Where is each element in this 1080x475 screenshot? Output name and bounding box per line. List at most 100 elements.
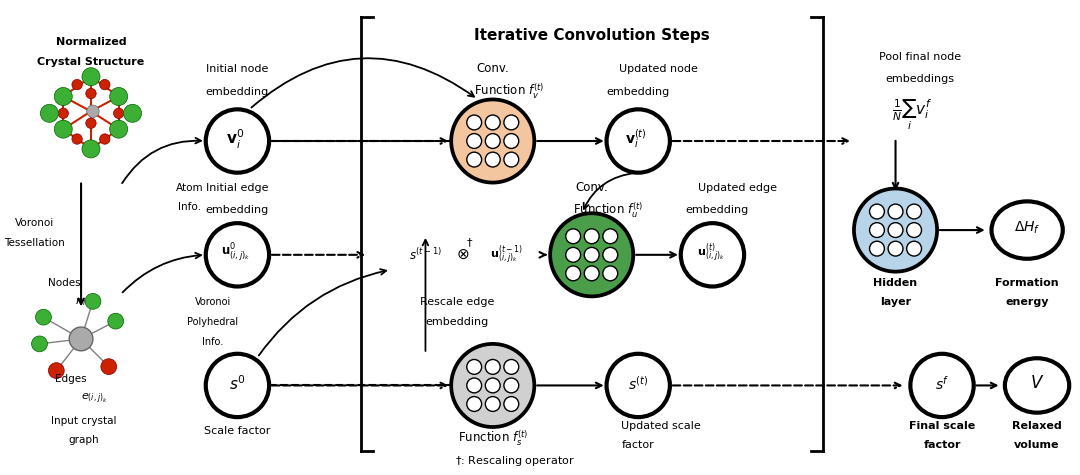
Circle shape [108,313,123,329]
Circle shape [72,134,82,144]
Circle shape [485,397,500,411]
Circle shape [85,118,96,128]
Circle shape [566,247,581,262]
Text: Iterative Convolution Steps: Iterative Convolution Steps [474,28,710,43]
Text: Function $f_v^{(t)}$: Function $f_v^{(t)}$ [474,82,544,101]
Circle shape [467,397,482,411]
Ellipse shape [1004,358,1069,413]
Circle shape [82,67,100,86]
Text: Updated scale: Updated scale [621,421,701,431]
Circle shape [123,104,141,122]
Circle shape [504,397,518,411]
Circle shape [504,115,518,130]
Circle shape [607,109,670,173]
Circle shape [888,223,903,238]
Text: embedding: embedding [206,86,269,96]
Text: graph: graph [69,435,99,445]
Text: $s^f$: $s^f$ [935,374,949,392]
Text: Atom: Atom [176,182,204,192]
Text: layer: layer [880,297,912,307]
Circle shape [854,189,937,272]
Text: embedding: embedding [206,205,269,215]
Circle shape [603,247,618,262]
Text: embedding: embedding [607,86,670,96]
Text: $\mathbf{u}^{(t-1)}_{(i,j)_k}$: $\mathbf{u}^{(t-1)}_{(i,j)_k}$ [490,243,523,266]
Text: $s^0$: $s^0$ [229,374,246,393]
Circle shape [99,134,110,144]
Text: Conv.: Conv. [476,62,509,75]
Circle shape [869,223,885,238]
Circle shape [467,378,482,393]
Circle shape [54,120,72,138]
Circle shape [72,79,82,90]
Text: Relaxed: Relaxed [1012,421,1062,431]
Text: volume: volume [1014,440,1059,450]
Circle shape [504,360,518,374]
Circle shape [31,336,48,352]
Text: Voronoi: Voronoi [15,218,54,228]
Circle shape [467,133,482,148]
Circle shape [99,79,110,90]
Text: Edges: Edges [55,373,87,383]
Text: Nodes: Nodes [48,277,81,287]
Circle shape [69,327,93,351]
Text: Updated edge: Updated edge [698,182,777,192]
Circle shape [100,359,117,375]
Circle shape [58,108,68,118]
Circle shape [907,241,921,256]
Circle shape [584,229,599,244]
Circle shape [85,294,100,309]
Circle shape [467,360,482,374]
Circle shape [467,115,482,130]
Circle shape [485,152,500,167]
Circle shape [910,354,974,417]
Circle shape [607,354,670,417]
Circle shape [485,133,500,148]
Circle shape [85,88,96,99]
Text: Voronoi: Voronoi [194,297,231,307]
Text: $\Delta H_f$: $\Delta H_f$ [1014,220,1040,236]
Ellipse shape [991,201,1063,259]
Text: Pool final node: Pool final node [879,52,961,62]
Text: $\mathbf{u}^{(t)}_{(i,j)_k}$: $\mathbf{u}^{(t)}_{(i,j)_k}$ [697,241,725,265]
Text: $V$: $V$ [1030,374,1044,392]
Text: embedding: embedding [686,205,750,215]
Circle shape [49,363,64,379]
Text: Crystal Structure: Crystal Structure [38,57,145,67]
Circle shape [603,229,618,244]
Text: $\mathbf{v}_i^{(t)}$: $\mathbf{v}_i^{(t)}$ [625,127,647,151]
Circle shape [566,229,581,244]
Text: factor: factor [923,440,961,450]
Circle shape [584,247,599,262]
Circle shape [504,378,518,393]
Text: $n_i$: $n_i$ [76,296,86,308]
Text: $\frac{1}{N}\sum_i v_i^f$: $\frac{1}{N}\sum_i v_i^f$ [892,97,933,132]
Circle shape [110,87,127,105]
Circle shape [54,87,72,105]
Text: Conv.: Conv. [576,181,608,194]
Text: $\dagger$: Rescaling operator: $\dagger$: Rescaling operator [455,454,575,468]
Text: Hidden: Hidden [874,277,918,287]
Text: Polyhedral: Polyhedral [187,317,239,327]
Text: Function $f_s^{(t)}$: Function $f_s^{(t)}$ [458,428,528,447]
Circle shape [40,104,58,122]
Text: embedding: embedding [426,317,489,327]
Circle shape [485,360,500,374]
Circle shape [206,223,269,286]
Text: $\mathbf{v}_i^0$: $\mathbf{v}_i^0$ [227,127,244,151]
Circle shape [86,105,99,117]
Text: Tessellation: Tessellation [4,238,65,248]
Text: Info.: Info. [202,337,224,347]
Text: Info.: Info. [178,202,202,212]
Text: Scale factor: Scale factor [204,426,271,436]
Text: Initial edge: Initial edge [206,182,269,192]
Circle shape [869,204,885,219]
Circle shape [451,344,535,427]
Text: Updated node: Updated node [619,64,698,74]
Circle shape [566,266,581,281]
Circle shape [504,133,518,148]
Text: embeddings: embeddings [886,74,955,84]
Circle shape [888,241,903,256]
Circle shape [888,204,903,219]
Text: Rescale edge: Rescale edge [420,297,495,307]
